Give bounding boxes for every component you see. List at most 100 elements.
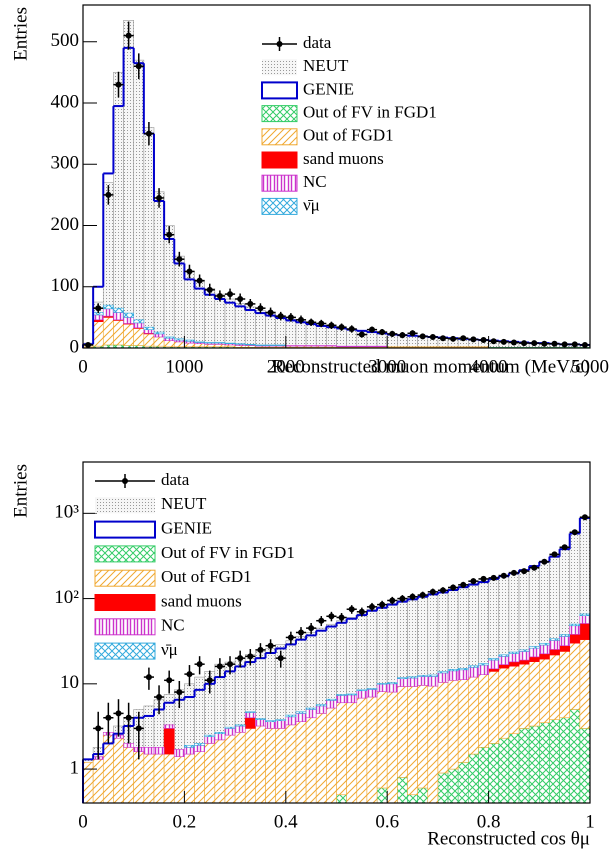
background-bin: [356, 697, 368, 804]
background-bin: [285, 716, 297, 726]
background-bin: [305, 345, 317, 347]
background-bin: [285, 345, 297, 347]
background-bin: [478, 674, 489, 748]
neut-bin: [326, 326, 337, 349]
x-tick-label: 2000: [267, 356, 305, 377]
background-bin: [447, 669, 459, 672]
legend-label: GENIE: [303, 79, 354, 98]
background-bin: [113, 320, 124, 346]
background-bin: [173, 749, 185, 757]
background-bin: [244, 728, 256, 804]
legend-label: ν̄μ: [161, 640, 178, 659]
data-point: [338, 614, 345, 621]
neut-bin: [173, 255, 185, 349]
background-bin: [123, 317, 134, 324]
background-bin: [569, 634, 581, 644]
data-point: [450, 335, 457, 342]
legend-label: NEUT: [303, 56, 349, 75]
background-bin: [255, 725, 266, 804]
legend-label: GENIE: [161, 519, 212, 538]
background-bin: [356, 690, 368, 699]
background-bin: [579, 613, 591, 616]
data-point: [368, 603, 375, 610]
background-bin: [569, 623, 581, 627]
data-point: [531, 564, 538, 571]
x-tick-label: 0: [78, 356, 88, 377]
background-bin: [153, 333, 165, 338]
legend-marker: [261, 81, 298, 100]
background-bin: [346, 693, 358, 696]
data-point: [135, 725, 142, 732]
legend-label: NC: [303, 172, 327, 191]
legend-label: Out of FGD1: [161, 567, 252, 586]
y-tick-label: 0: [70, 336, 80, 357]
background-bin: [437, 672, 449, 683]
background-bin: [326, 700, 337, 709]
background-bin: [457, 762, 469, 804]
background-bin: [569, 642, 581, 710]
background-bin: [407, 686, 418, 796]
background-bin: [295, 711, 307, 714]
data-point: [156, 194, 163, 201]
background-bin: [295, 721, 307, 804]
background-bin: [559, 634, 571, 637]
background-bin: [528, 661, 540, 727]
background-bin: [468, 346, 479, 348]
background-bin: [326, 707, 337, 804]
data-point: [389, 597, 396, 604]
background-bin: [437, 772, 449, 804]
background-bin: [386, 682, 398, 685]
background-bin: [265, 720, 276, 722]
background-bin: [397, 677, 408, 679]
background-bin: [234, 725, 246, 733]
background-bin: [133, 319, 145, 324]
background-bin: [549, 654, 560, 720]
background-bin: [153, 747, 165, 755]
background-bin: [255, 344, 266, 346]
neut-bin: [407, 335, 418, 349]
background-bin: [194, 343, 205, 348]
data-point: [500, 338, 507, 345]
y-tick-label: 10: [60, 672, 79, 693]
data-point: [237, 296, 244, 302]
data-point: [379, 329, 386, 336]
plot-frame: [82, 461, 591, 804]
background-bin: [244, 711, 256, 713]
background-bin: [92, 321, 104, 347]
legend-label: Out of FV in FGD1: [303, 103, 437, 122]
legend-label: NC: [161, 616, 185, 635]
data-point: [429, 588, 436, 595]
y-tick-label: 200: [51, 214, 80, 235]
data-point: [389, 330, 396, 337]
background-bin: [92, 314, 104, 321]
background-bin: [417, 787, 429, 804]
background-bin: [184, 753, 195, 804]
x-tick-label: 0.6: [375, 811, 399, 832]
data-point: [166, 231, 173, 238]
data-point: [95, 305, 102, 312]
y-tick-label: 10²: [54, 587, 79, 608]
data-point: [287, 314, 294, 321]
background-bin: [376, 787, 388, 804]
background-bin: [305, 717, 317, 804]
neut-bin: [204, 288, 216, 349]
background-bin: [447, 670, 459, 681]
background-bin: [386, 346, 398, 348]
background-bin: [285, 724, 297, 804]
background-bin: [397, 346, 408, 348]
data-point: [308, 319, 315, 326]
background-bin: [194, 341, 205, 343]
legend-marker: [94, 618, 156, 636]
data-point: [450, 584, 457, 591]
data-point: [186, 671, 193, 678]
data-point: [429, 333, 436, 340]
data-point: [186, 268, 193, 275]
data-point: [115, 710, 122, 717]
background-bin: [549, 719, 560, 804]
data-point: [561, 544, 568, 551]
data-point: [277, 313, 284, 320]
background-bin: [457, 669, 469, 680]
x-tick-label: 0: [78, 811, 88, 832]
background-bin: [468, 676, 479, 755]
background-bin: [366, 696, 378, 804]
